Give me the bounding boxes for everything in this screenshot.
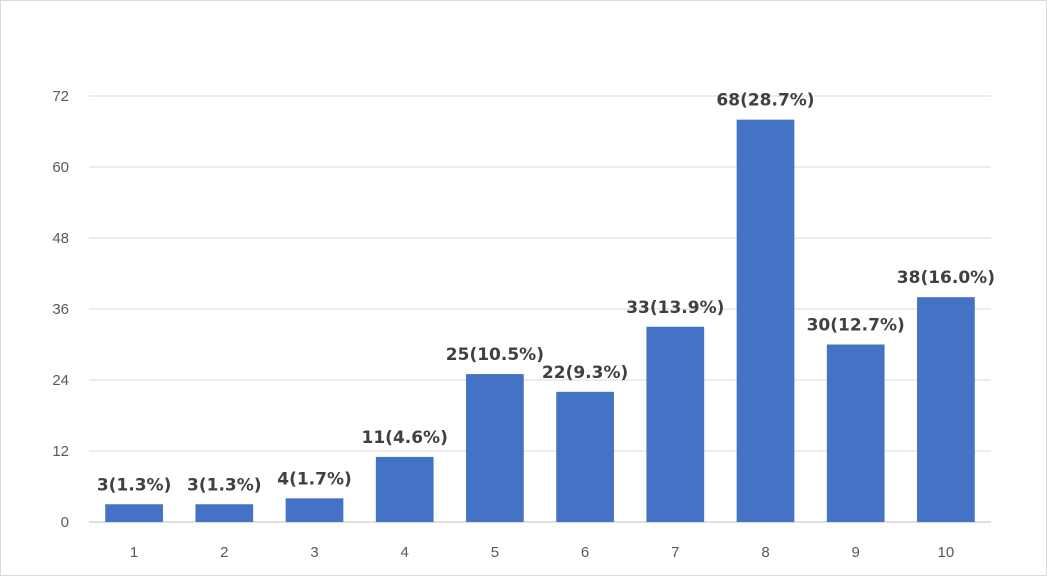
x-tick-label: 1 [130,544,138,561]
data-label: 30(12.7%) [807,316,905,336]
data-label: 68(28.7%) [716,91,814,111]
data-label: 25(10.5%) [446,345,544,365]
data-label: 3(1.3%) [97,475,172,495]
x-tick-label: 8 [761,544,769,561]
bar [375,456,434,522]
x-tick-label: 7 [671,544,679,561]
bar [195,504,254,522]
x-tick-label: 3 [310,544,318,561]
bar [917,297,975,522]
bar [826,344,885,522]
data-label: 11(4.6%) [362,428,448,448]
y-tick-label: 60 [52,159,69,176]
y-tick-label: 24 [52,372,69,389]
bar [646,326,705,522]
bar [736,119,795,523]
bar [285,498,344,522]
bar [105,504,163,522]
y-tick-label: 0 [61,514,69,531]
data-label: 4(1.7%) [277,469,352,489]
x-tick-label: 10 [938,544,955,561]
bar [556,391,614,522]
data-label: 3(1.3%) [187,475,262,495]
x-tick-label: 2 [220,544,228,561]
y-tick-label: 48 [52,230,69,247]
x-tick-label: 9 [852,544,860,561]
x-tick-label: 5 [491,544,499,561]
data-label: 38(16.0%) [897,268,995,288]
x-tick-label: 6 [581,544,589,561]
data-label: 33(13.9%) [626,298,724,318]
bar [466,374,524,522]
x-tick-label: 4 [401,544,409,561]
y-tick-label: 72 [52,88,69,105]
data-label: 22(9.3%) [542,363,628,383]
y-tick-label: 36 [52,301,69,318]
y-tick-label: 12 [52,443,69,460]
